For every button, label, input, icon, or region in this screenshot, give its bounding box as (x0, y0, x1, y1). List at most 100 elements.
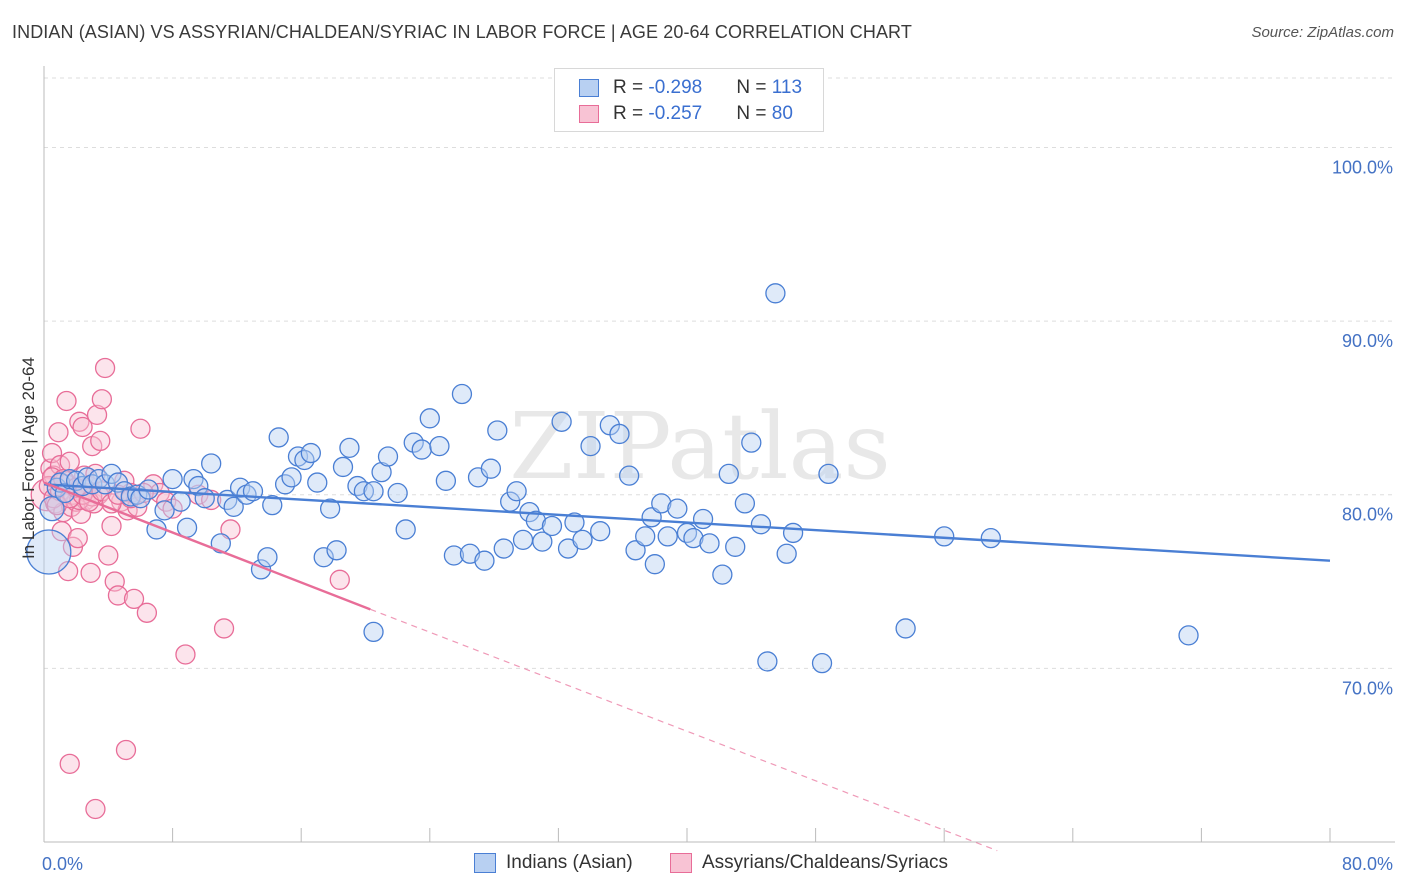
blue-point (154, 500, 175, 521)
pink-point (123, 588, 145, 610)
blue-point (725, 536, 746, 557)
pink-point (115, 739, 137, 761)
blue-point (339, 437, 360, 458)
blue-point (162, 468, 183, 490)
bottom-legend-label-pink: Assyrians/Chaldeans/Syriacs (702, 852, 949, 873)
blue-point (541, 515, 563, 537)
blue-point (387, 482, 408, 504)
blue-point (683, 527, 704, 549)
pink-point (72, 416, 93, 438)
pink-point (41, 442, 63, 464)
blue-point (718, 463, 739, 485)
blue-point (757, 651, 778, 672)
blue-trend-line (43, 483, 1331, 562)
pink-point (48, 422, 69, 443)
blue-point (429, 435, 450, 457)
pink-point (329, 569, 350, 590)
blue-point (307, 472, 328, 493)
blue-point (363, 621, 384, 643)
blue-point (480, 458, 502, 479)
blue-point (734, 493, 756, 514)
legend-n-label: N = (736, 103, 772, 124)
chart-title: INDIAN (ASIAN) VS ASSYRIAN/CHALDEAN/SYRI… (12, 22, 912, 42)
y-tick-label: 90.0% (1342, 331, 1393, 351)
legend-n-label: N = (736, 77, 772, 98)
blue-point (487, 420, 508, 441)
blue-point (313, 547, 334, 568)
blue-point (551, 411, 572, 432)
pink-series (30, 357, 350, 820)
blue-point (590, 521, 611, 542)
blue-point (667, 498, 688, 519)
pink-point (107, 585, 129, 606)
legend-swatch-pink (579, 105, 599, 123)
blue-point (435, 470, 457, 491)
blue-point (506, 481, 527, 502)
blue-series (26, 283, 1199, 674)
blue-point (692, 508, 714, 530)
legend-n-value: 113 (771, 77, 803, 98)
blue-point (625, 540, 646, 561)
blue-point (403, 432, 424, 453)
pink-point (80, 562, 101, 584)
source-label: Source: ZipAtlas.com (1251, 24, 1394, 41)
blue-point (210, 533, 231, 554)
blue-point (300, 442, 321, 464)
blue-point (194, 488, 215, 509)
blue-point (287, 446, 309, 467)
pink-point (136, 602, 158, 623)
blue-point (512, 529, 534, 551)
pink-trend-line (43, 481, 371, 611)
legend-r-label: R = (613, 77, 649, 98)
legend-r-label: R = (613, 103, 649, 124)
blue-point (635, 526, 656, 547)
pink-trend-extension (370, 608, 998, 852)
blue-point (532, 531, 553, 552)
blue-point (580, 435, 601, 457)
blue-point (363, 481, 384, 502)
blue-point (443, 545, 465, 566)
blue-point (741, 432, 762, 453)
y-tick-label: 100.0% (1332, 157, 1393, 177)
pink-point (86, 404, 108, 426)
blue-point (493, 538, 514, 559)
blue-point (765, 283, 786, 304)
blue-point (712, 564, 733, 585)
legend-row-blue: R = -0.298 N = 113 (579, 75, 802, 101)
blue-point (257, 547, 278, 568)
blue-point (895, 618, 916, 639)
pink-point (59, 753, 80, 775)
blue-point (618, 465, 640, 486)
bottom-legend-pink: Assyrians/Chaldeans/Syriacs (670, 852, 948, 874)
blue-point (811, 653, 833, 674)
legend-row-pink: R = -0.257 N = 80 (579, 101, 793, 127)
pink-point (98, 545, 119, 566)
blue-point (609, 423, 630, 445)
blue-point (699, 533, 720, 554)
blue-point (1178, 625, 1199, 646)
blue-point (525, 510, 547, 531)
blue-point (782, 522, 804, 544)
pink-point (59, 451, 80, 472)
blue-point (26, 529, 72, 575)
pink-point (94, 357, 116, 379)
pink-point (175, 644, 196, 665)
legend-n-value: 80 (771, 103, 793, 124)
blue-point (281, 467, 302, 488)
pink-point (67, 527, 88, 549)
blue-point (657, 526, 678, 547)
legend-swatch-blue (579, 79, 599, 97)
stats-legend: R = -0.298 N = 113 R = -0.257 N = 80 (554, 68, 824, 132)
pink-point (101, 515, 122, 537)
blue-point (474, 550, 495, 571)
blue-point (644, 554, 665, 575)
pink-point (90, 430, 111, 452)
blue-point (651, 493, 672, 514)
blue-point (818, 463, 839, 485)
pink-point (85, 798, 106, 820)
blue-point (262, 494, 283, 516)
bottom-legend-blue: Indians (Asian) (474, 852, 633, 874)
blue-point (223, 496, 244, 518)
blue-point (188, 475, 209, 497)
